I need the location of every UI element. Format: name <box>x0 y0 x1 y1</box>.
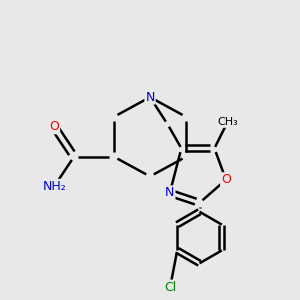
Text: CH₃: CH₃ <box>217 117 238 127</box>
Text: NH₂: NH₂ <box>42 180 66 193</box>
Text: O: O <box>221 173 231 186</box>
Text: N: N <box>145 91 155 104</box>
Text: O: O <box>49 120 59 134</box>
Text: Cl: Cl <box>164 280 176 294</box>
Text: N: N <box>165 186 175 200</box>
